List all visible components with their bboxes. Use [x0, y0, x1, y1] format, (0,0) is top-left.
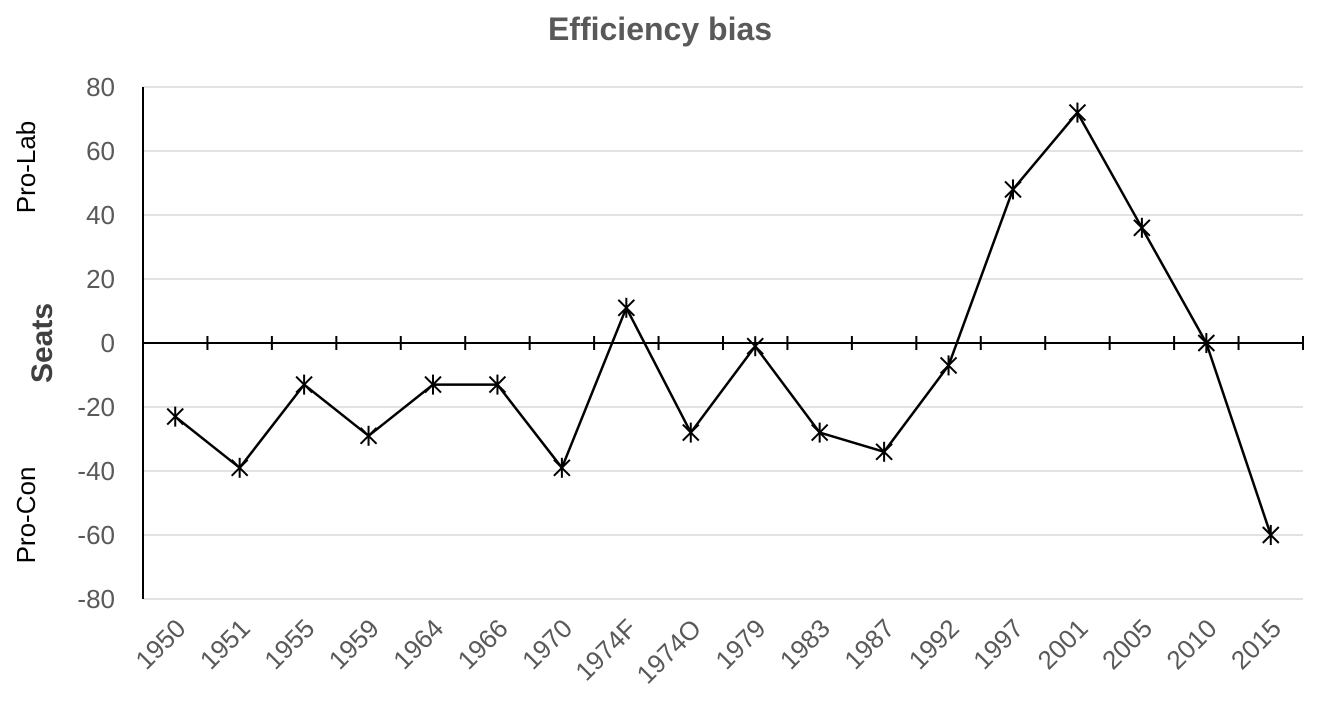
- series: [166, 102, 1280, 545]
- x-tick-label: 2001: [1032, 613, 1094, 675]
- x-tick-label: 1997: [967, 613, 1029, 675]
- data-point: [359, 425, 378, 446]
- y-tick-label: 0: [101, 328, 115, 358]
- data-point: [1133, 217, 1151, 238]
- data-point: [682, 422, 700, 443]
- axes: [142, 87, 1304, 599]
- data-point: [1068, 102, 1087, 123]
- x-tick-label: 1987: [838, 613, 900, 675]
- data-point: [488, 374, 507, 395]
- series-line: [174, 111, 1272, 536]
- data-point: [810, 422, 829, 443]
- x-tick-label: 1959: [323, 613, 385, 675]
- x-tick-label: 2010: [1160, 613, 1222, 675]
- data-point: [746, 336, 764, 357]
- x-tick-label: 1974O: [631, 613, 707, 689]
- data-point: [424, 374, 442, 395]
- y-tick-labels: 80 60 40 20 0 -20 -40 -60 -80: [77, 72, 115, 614]
- x-tick-label: 1974F: [569, 613, 642, 686]
- y-tick-label: 80: [86, 72, 115, 102]
- data-point: [230, 457, 249, 478]
- gridlines: [143, 86, 1303, 600]
- chart-title: Efficiency bias: [548, 11, 772, 47]
- pro-con-label: Pro-Con: [11, 467, 41, 564]
- x-tick-label: 1966: [452, 613, 514, 675]
- x-tick-label: 1950: [129, 613, 191, 675]
- data-point: [1262, 525, 1280, 545]
- data-point: [939, 355, 958, 376]
- data-point: [166, 406, 184, 427]
- x-tick-label: 2015: [1225, 613, 1287, 675]
- pro-lab-label: Pro-Lab: [11, 121, 41, 214]
- data-point: [875, 441, 893, 462]
- y-tick-label: 60: [86, 136, 115, 166]
- data-point: [1197, 333, 1216, 353]
- y-axis-label: Seats: [26, 303, 59, 383]
- x-tick-label: 1964: [387, 613, 449, 675]
- y-tick-label: -80: [77, 584, 115, 614]
- x-tick-label: 1951: [194, 613, 256, 675]
- data-point: [295, 374, 313, 395]
- y-tick-label: -20: [77, 392, 115, 422]
- x-tick-label: 1979: [709, 613, 771, 675]
- x-tick-label: 1992: [903, 613, 965, 675]
- x-tick-label: 2005: [1096, 613, 1158, 675]
- y-tick-label: 40: [86, 200, 115, 230]
- y-tick-label: -40: [77, 456, 115, 486]
- x-tick-label: 1955: [258, 613, 320, 675]
- data-point: [553, 457, 571, 478]
- data-point: [1004, 179, 1022, 200]
- x-tick-label: 1983: [774, 613, 836, 675]
- y-tick-label: 20: [86, 264, 115, 294]
- data-point: [617, 297, 636, 318]
- y-tick-label: -60: [77, 520, 115, 550]
